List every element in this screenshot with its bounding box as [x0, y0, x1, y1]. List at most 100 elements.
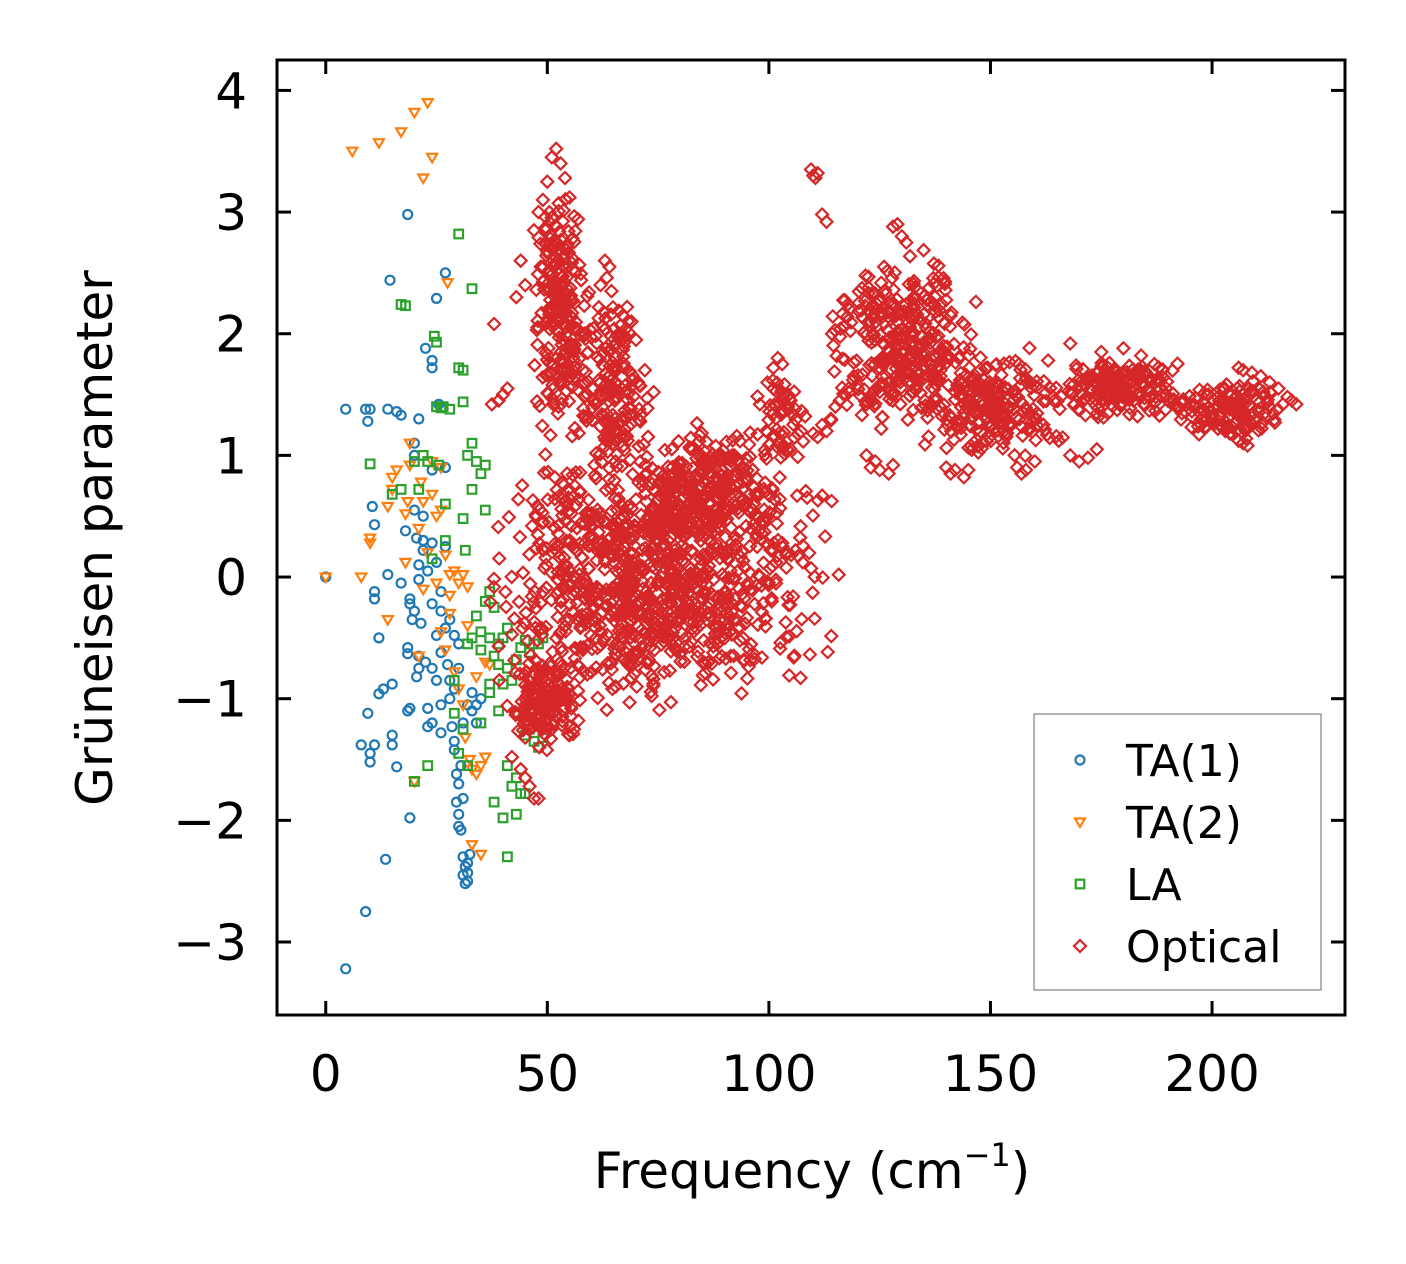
point-optical [671, 551, 687, 567]
point-ta-1- [475, 693, 487, 705]
point-optical [554, 643, 570, 659]
point-optical [579, 288, 595, 304]
point-la [440, 535, 451, 546]
point-la [448, 674, 460, 686]
point-optical [566, 208, 582, 224]
point-optical [544, 149, 560, 165]
point-optical [1024, 424, 1040, 440]
point-optical [623, 379, 639, 395]
point-optical [589, 349, 605, 365]
point-la [497, 632, 509, 644]
point-optical [599, 270, 615, 286]
point-optical [554, 491, 570, 508]
point-optical [607, 349, 623, 366]
point-optical [919, 402, 935, 419]
point-optical [568, 497, 584, 513]
point-optical [1070, 401, 1086, 417]
point-optical [1049, 393, 1066, 409]
point-optical [1040, 352, 1056, 369]
point-ta-1- [417, 510, 429, 522]
point-optical [651, 702, 667, 718]
point-ta-1- [386, 729, 398, 741]
point-optical [705, 571, 722, 588]
point-ta-2- [389, 465, 404, 478]
point-optical [1093, 344, 1109, 360]
point-optical [1089, 441, 1105, 457]
point-optical [751, 484, 767, 500]
point-ta-1- [377, 683, 389, 695]
point-optical [810, 165, 826, 181]
point-optical [682, 494, 698, 510]
point-optical [943, 466, 959, 482]
point-optical [1169, 399, 1185, 415]
point-optical [564, 604, 581, 620]
point-optical [914, 352, 930, 368]
point-optical [610, 539, 626, 555]
point-optical [930, 309, 946, 325]
point-optical [565, 467, 581, 483]
point-optical [786, 649, 802, 665]
point-optical [550, 252, 567, 268]
point-ta-1- [395, 577, 407, 589]
point-optical [690, 472, 706, 488]
point-ta-1- [402, 705, 414, 717]
point-optical [656, 629, 672, 645]
point-ta-2- [411, 523, 426, 536]
point-optical [604, 661, 620, 678]
point-optical [558, 533, 574, 549]
point-optical [549, 669, 565, 685]
point-optical [615, 355, 632, 371]
point-optical [780, 589, 796, 605]
point-optical [905, 335, 921, 351]
point-optical [696, 456, 712, 472]
point-optical [529, 337, 546, 353]
point-optical [662, 490, 678, 506]
point-optical [695, 451, 711, 467]
point-optical [759, 374, 775, 391]
point-ta-2- [478, 752, 493, 765]
point-optical [731, 524, 747, 540]
point-optical [681, 575, 697, 591]
point-optical [868, 319, 884, 335]
point-optical [810, 492, 826, 508]
point-optical [832, 329, 848, 345]
point-optical [973, 361, 989, 377]
point-ta-1- [457, 792, 469, 805]
point-optical [715, 590, 731, 606]
point-optical [555, 268, 571, 285]
point-optical [656, 664, 672, 680]
point-optical [538, 345, 554, 361]
point-la [413, 484, 425, 495]
point-optical [601, 675, 617, 691]
point-optical [691, 427, 708, 443]
legend-box [1033, 713, 1322, 991]
point-optical [681, 639, 697, 655]
point-optical [920, 290, 936, 306]
point-optical [688, 515, 704, 531]
point-optical [614, 458, 630, 474]
point-optical [554, 709, 570, 725]
y-tick-label: −3 [173, 914, 247, 972]
point-optical [601, 378, 617, 394]
point-ta-2- [451, 578, 466, 591]
point-optical [614, 607, 630, 623]
point-ta-2- [425, 489, 440, 502]
point-optical [1116, 371, 1132, 388]
point-optical [683, 430, 699, 446]
point-optical [1235, 362, 1251, 378]
point-optical [626, 666, 642, 682]
point-optical [595, 318, 611, 334]
point-la [453, 747, 465, 759]
point-optical [842, 301, 858, 317]
point-optical [511, 706, 527, 722]
point-optical [550, 609, 566, 625]
point-optical [848, 353, 865, 369]
point-optical [1124, 374, 1140, 390]
point-optical [613, 317, 629, 333]
point-optical [722, 457, 738, 474]
point-optical [526, 222, 542, 238]
point-optical [1105, 398, 1121, 414]
point-la [466, 437, 478, 449]
point-optical [601, 259, 617, 275]
point-optical [546, 238, 562, 254]
